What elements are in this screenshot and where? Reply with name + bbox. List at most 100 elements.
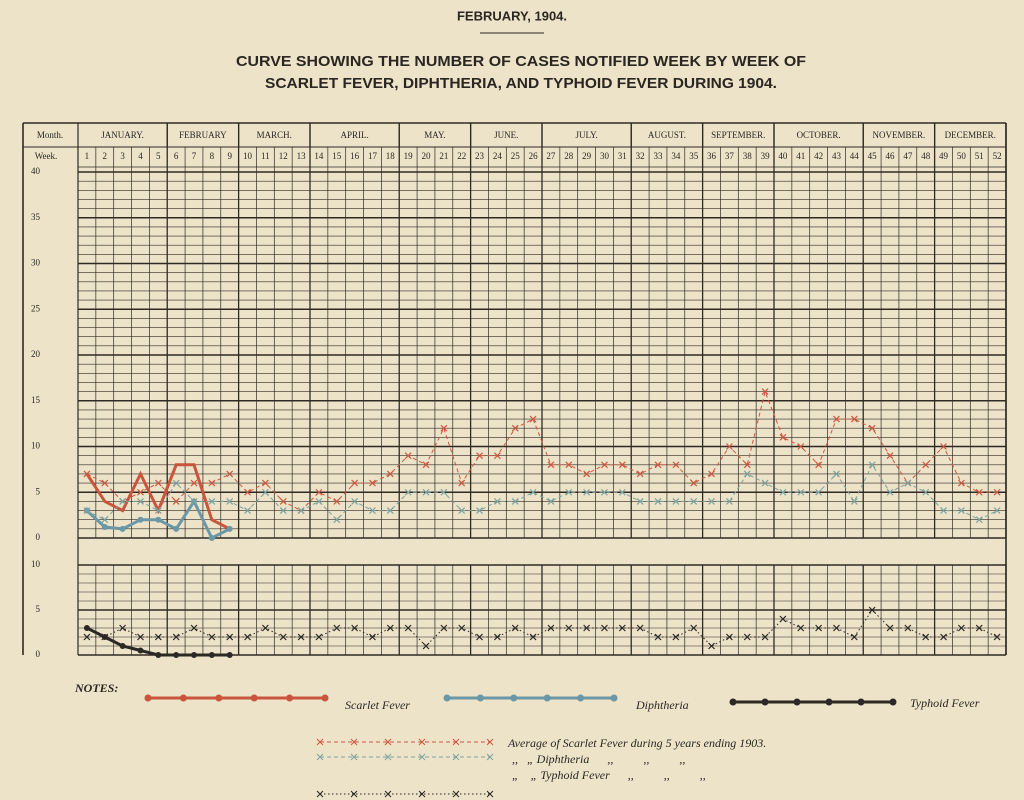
legend-marker bbox=[384, 738, 392, 746]
point-marker bbox=[850, 415, 858, 423]
legend-marker bbox=[486, 753, 494, 761]
point-marker bbox=[440, 424, 448, 432]
legend-marker bbox=[857, 698, 865, 706]
legend-marker bbox=[761, 698, 769, 706]
point-marker bbox=[922, 633, 930, 641]
point-marker bbox=[493, 633, 501, 641]
point-marker bbox=[83, 507, 91, 514]
point-marker bbox=[583, 470, 591, 478]
legend-label: ,, „ Diphtheria ,, ,, ,, bbox=[512, 752, 685, 766]
legend-marker bbox=[316, 753, 324, 761]
point-marker bbox=[975, 516, 983, 524]
point-marker bbox=[351, 624, 359, 632]
point-marker bbox=[868, 424, 876, 432]
point-marker bbox=[261, 624, 269, 632]
point-marker bbox=[993, 488, 1001, 496]
point-marker bbox=[725, 633, 733, 641]
legend-marker bbox=[577, 694, 585, 702]
point-marker bbox=[708, 497, 715, 505]
point-marker bbox=[369, 507, 376, 514]
point-marker bbox=[761, 479, 769, 487]
point-marker bbox=[351, 497, 359, 505]
point-marker bbox=[547, 461, 555, 469]
series-line bbox=[86, 609, 998, 647]
y-tick-label: 20 bbox=[31, 349, 41, 359]
legend-marker bbox=[215, 694, 223, 702]
legend-label: Typhoid Fever bbox=[910, 696, 980, 710]
point-marker bbox=[779, 615, 787, 623]
chart-title: SCARLET FEVER, DIPHTHERIA, AND TYPHOID F… bbox=[265, 75, 777, 92]
point-marker bbox=[529, 415, 537, 423]
legend-marker bbox=[286, 694, 294, 702]
week-label: 17 bbox=[368, 151, 378, 161]
legend-marker bbox=[486, 790, 494, 798]
y-tick-label: 30 bbox=[31, 258, 41, 268]
point-marker bbox=[779, 488, 787, 496]
point-marker bbox=[404, 452, 412, 460]
legend-marker bbox=[610, 694, 618, 702]
point-marker bbox=[993, 507, 1001, 514]
point-marker bbox=[940, 507, 947, 514]
point-marker bbox=[315, 633, 323, 641]
week-label: 44 bbox=[850, 151, 860, 161]
point-marker bbox=[172, 633, 180, 641]
legend-marker bbox=[144, 694, 152, 702]
point-marker bbox=[226, 652, 233, 658]
point-marker bbox=[886, 452, 894, 460]
point-marker bbox=[815, 461, 823, 469]
series-line bbox=[86, 463, 998, 521]
point-marker bbox=[208, 535, 215, 541]
point-marker bbox=[172, 479, 180, 487]
week-label: 22 bbox=[457, 151, 466, 161]
point-marker bbox=[690, 624, 698, 632]
week-label: 23 bbox=[475, 151, 485, 161]
point-marker bbox=[315, 488, 323, 496]
point-marker bbox=[940, 443, 947, 450]
week-label: 34 bbox=[671, 151, 681, 161]
week-label: 43 bbox=[832, 151, 842, 161]
month-label: MARCH. bbox=[257, 130, 292, 140]
week-label: 52 bbox=[993, 151, 1002, 161]
point-marker bbox=[101, 516, 109, 524]
week-label: 18 bbox=[386, 151, 396, 161]
legend-marker bbox=[452, 790, 460, 798]
week-label: 29 bbox=[582, 151, 592, 161]
point-marker bbox=[672, 461, 680, 469]
point-marker bbox=[725, 497, 733, 505]
point-marker bbox=[137, 647, 144, 654]
point-marker bbox=[672, 633, 680, 641]
week-label: 26 bbox=[529, 151, 539, 161]
legend-marker bbox=[793, 698, 801, 706]
point-marker bbox=[226, 470, 234, 478]
week-label: 41 bbox=[796, 151, 805, 161]
legend-marker bbox=[889, 698, 897, 706]
legend-marker bbox=[179, 694, 187, 702]
point-marker bbox=[279, 633, 287, 641]
legend-marker bbox=[418, 738, 426, 746]
week-label: 11 bbox=[261, 151, 270, 161]
legend-marker bbox=[384, 753, 392, 761]
point-marker bbox=[386, 507, 394, 514]
point-marker bbox=[101, 479, 109, 487]
point-marker bbox=[386, 624, 394, 632]
point-marker bbox=[119, 497, 127, 505]
week-label: 50 bbox=[957, 151, 967, 161]
point-marker bbox=[797, 624, 805, 632]
point-marker bbox=[904, 624, 912, 632]
week-label: 1 bbox=[85, 151, 90, 161]
point-marker bbox=[226, 525, 233, 532]
week-label: 30 bbox=[600, 151, 610, 161]
week-label: 10 bbox=[243, 151, 253, 161]
date-heading: FEBRUARY, 1904. bbox=[457, 8, 567, 23]
legend-marker bbox=[350, 753, 358, 761]
point-marker bbox=[565, 461, 573, 469]
point-marker bbox=[119, 643, 126, 649]
point-marker bbox=[583, 488, 591, 496]
month-label: NOVEMBER. bbox=[873, 130, 926, 140]
point-marker bbox=[333, 497, 341, 505]
point-marker bbox=[208, 479, 216, 487]
point-marker bbox=[279, 497, 287, 505]
point-marker bbox=[725, 443, 733, 450]
point-marker bbox=[690, 479, 698, 487]
